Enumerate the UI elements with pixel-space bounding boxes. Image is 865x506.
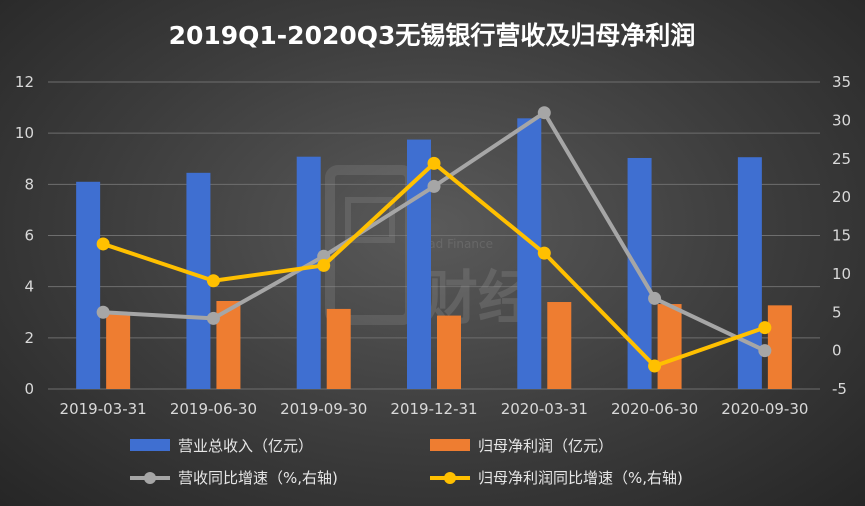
line-point (317, 258, 331, 272)
legend-marker (444, 472, 456, 484)
grid-lines (48, 81, 820, 390)
line-series (96, 156, 772, 373)
x-axis-tick-label: 2019-09-30 (280, 400, 367, 418)
x-axis-tick-label: 2019-06-30 (170, 400, 257, 418)
line-point (96, 237, 110, 251)
right-axis-tick-label: 35 (832, 73, 851, 91)
right-axis-tick-label: -5 (832, 380, 847, 398)
bar (407, 139, 431, 389)
bar (657, 304, 682, 389)
legend-swatch (130, 439, 170, 451)
right-axis-tick-label: 20 (832, 188, 851, 206)
legend-item: 归母净利润（亿元） (430, 437, 613, 455)
watermark-inner-shape (345, 197, 395, 243)
lines (96, 106, 772, 373)
line-point (648, 359, 662, 373)
watermark: Bread Finance 财经 (325, 165, 536, 332)
legend-item: 归母净利润同比增速（%,右轴) (430, 469, 683, 487)
line-point (648, 291, 662, 305)
legend: 营业总收入（亿元） 归母净利润（亿元） 营收同比增速（%,右轴) 归母净利润同比增速（… (130, 437, 683, 487)
right-axis-tick-label: 0 (832, 342, 842, 360)
legend-label: 归母净利润同比增速（%,右轴) (478, 469, 683, 487)
right-axis-tick-label: 25 (832, 150, 851, 168)
line-point (206, 274, 220, 288)
bar (737, 157, 762, 389)
bar (767, 305, 792, 389)
bar (106, 313, 131, 389)
left-axis-tick-label: 0 (24, 380, 34, 398)
right-axis-tick-label: 30 (832, 111, 851, 129)
line-point (427, 179, 441, 193)
bar (517, 118, 542, 389)
left-axis-ticks: 0 2 4 6 8 10 12 (15, 73, 34, 398)
bar (76, 181, 101, 389)
bars (76, 118, 792, 389)
line-series (96, 106, 772, 358)
legend-item: 营收同比增速（%,右轴) (130, 469, 338, 487)
legend-label: 营业总收入（亿元） (178, 437, 313, 455)
right-axis-tick-label: 5 (832, 303, 842, 321)
left-axis-tick-label: 4 (24, 278, 34, 296)
x-axis-tick-label: 2020-09-30 (721, 400, 808, 418)
x-axis-tick-label: 2019-12-31 (390, 400, 477, 418)
line-point (206, 311, 220, 325)
legend-label: 营收同比增速（%,右轴) (178, 469, 338, 487)
legend-item: 营业总收入（亿元） (130, 437, 313, 455)
line-point (758, 344, 772, 358)
line-point (317, 249, 331, 263)
right-axis-ticks: -5 0 5 10 15 20 25 30 35 (832, 73, 851, 398)
bar (296, 156, 321, 389)
left-axis-tick-label: 12 (15, 73, 34, 91)
legend-label: 归母净利润（亿元） (478, 437, 613, 455)
bar (326, 308, 351, 389)
chart-title: 2019Q1-2020Q3无锡银行营收及归母净利润 (169, 21, 696, 50)
legend-swatch (430, 439, 470, 451)
right-axis-tick-label: 15 (832, 227, 851, 245)
line-point (537, 106, 551, 120)
x-axis-tick-label: 2020-03-31 (501, 400, 588, 418)
bar (547, 302, 572, 389)
line-point (96, 305, 110, 319)
line-point (758, 321, 772, 335)
left-axis-tick-label: 8 (24, 175, 34, 193)
left-axis-tick-label: 2 (24, 329, 34, 347)
x-axis-tick-label: 2020-06-30 (611, 400, 698, 418)
legend-marker (144, 472, 156, 484)
x-axis-ticks: 2019-03-31 2019-06-30 2019-09-30 2019-12-31… (60, 400, 809, 418)
bar-series (76, 118, 762, 389)
x-axis-tick-label: 2019-03-31 (60, 400, 147, 418)
left-axis-tick-label: 6 (24, 227, 34, 245)
right-axis-tick-label: 10 (832, 265, 851, 283)
bar (437, 315, 461, 389)
line-point (537, 246, 551, 260)
bar-series (106, 300, 792, 389)
left-axis-tick-label: 10 (15, 124, 34, 142)
bar (186, 172, 211, 389)
line-point (427, 156, 441, 170)
